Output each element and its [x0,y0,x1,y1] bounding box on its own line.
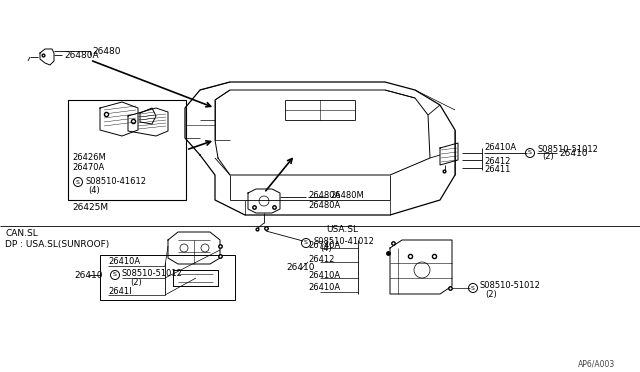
Text: 26410: 26410 [559,148,588,157]
Text: 26740A: 26740A [308,241,340,250]
Text: 26412: 26412 [308,256,334,264]
Bar [100,255,235,300]
Text: USA.SL: USA.SL [326,224,358,234]
Text: 26412: 26412 [484,157,510,167]
Text: S08510-41612: S08510-41612 [85,177,146,186]
Text: 26426M: 26426M [72,154,106,163]
Text: DP : USA.SL(SUNROOF): DP : USA.SL(SUNROOF) [5,240,109,248]
Text: S08510-41012: S08510-41012 [313,237,374,246]
Text: S: S [304,241,308,246]
Text: 26411: 26411 [484,166,510,174]
Text: (2): (2) [542,153,554,161]
Text: S: S [76,180,80,185]
Text: 2641I: 2641I [108,286,132,295]
Text: 26425M: 26425M [72,203,108,212]
Text: 26410A: 26410A [484,144,516,153]
Text: 26410: 26410 [74,270,102,279]
Text: AP6/A003: AP6/A003 [578,359,615,369]
Text: (2): (2) [130,279,141,288]
Text: CAN.SL: CAN.SL [5,230,38,238]
Text: 26480A: 26480A [308,201,340,209]
Text: 26410A: 26410A [108,257,140,266]
Text: S08510-51012: S08510-51012 [480,282,541,291]
Text: 26480M: 26480M [330,190,364,199]
Text: 26410A: 26410A [308,272,340,280]
Text: S: S [528,151,532,155]
Bar [68,100,186,200]
Text: (4): (4) [320,244,332,253]
Text: 26480A: 26480A [308,190,340,199]
Text: (2): (2) [485,289,497,298]
Text: S08510-51012: S08510-51012 [537,144,598,154]
Text: S: S [113,273,117,278]
Text: 26410: 26410 [286,263,314,273]
Text: 26480A: 26480A [64,51,99,60]
Text: S08510-51012: S08510-51012 [122,269,183,278]
Text: S: S [471,285,475,291]
Text: 26410A: 26410A [308,283,340,292]
Text: (4): (4) [88,186,100,196]
Text: 26470A: 26470A [72,164,104,173]
Text: 26480: 26480 [92,46,120,55]
